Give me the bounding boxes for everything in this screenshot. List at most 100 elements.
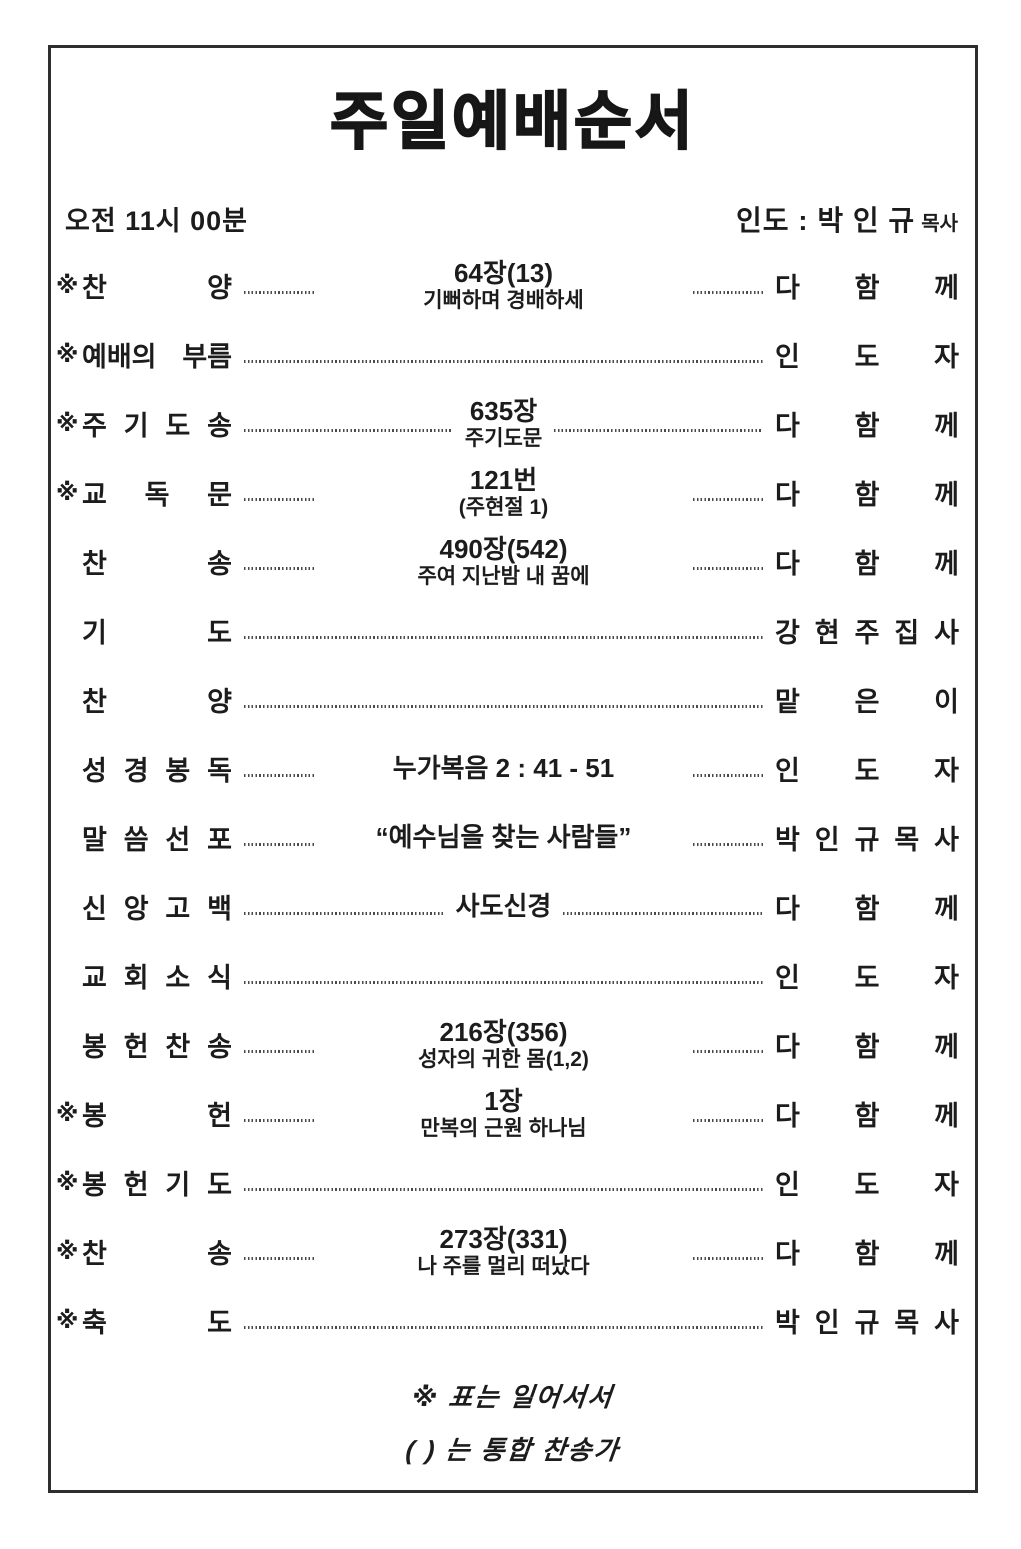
standing-mark: ※ (56, 1307, 79, 1334)
service-item-label: 교 독 문 (82, 480, 232, 511)
hymn-number: 216장(356) (439, 1017, 568, 1048)
standing-mark: ※ (56, 1100, 79, 1127)
dotted-leader (244, 1050, 314, 1054)
service-row: 봉 헌 찬 송 216장(356) 성자의 귀한 몸(1,2) 다 함 께 (51, 1010, 975, 1079)
service-row: 성 경 봉 독 누가복음 2 : 41 - 51 인 도 자 (51, 734, 975, 803)
dotted-leader (244, 912, 444, 916)
dotted-leader (244, 1188, 763, 1192)
dotted-leader (244, 498, 314, 502)
service-row: 기 도 강 현 주 집 사 (51, 596, 975, 665)
service-row: 찬 송 490장(542) 주여 지난밤 내 꿈에 다 함 께 (51, 527, 975, 596)
performer-label: 박 인 규 목 사 (775, 825, 959, 856)
hymn-title: (주현절 1) (458, 495, 549, 519)
service-row: ※ 예배의 부름 인 도 자 (51, 320, 975, 389)
service-row: 교 회 소 식 인 도 자 (51, 941, 975, 1010)
dotted-leader (244, 1119, 314, 1123)
service-row: ※ 봉 헌 1장 만복의 근원 하나님 다 함 께 (51, 1079, 975, 1148)
hymn-title: 만복의 근원 하나님 (420, 1116, 587, 1140)
performer-label: 박 인 규 목 사 (775, 1308, 959, 1339)
hymn-info: 635장 주기도문 (465, 396, 542, 451)
dotted-leader (244, 843, 314, 847)
service-item-label: 말 씀 선 포 (82, 825, 232, 856)
dotted-leader (244, 360, 763, 364)
dotted-leader (244, 774, 314, 778)
service-item-label: 신 앙 고 백 (82, 894, 232, 925)
hymn-info: 64장(13) 기뻐하며 경배하세 (326, 258, 681, 313)
dotted-leader (693, 567, 763, 571)
performer-label: 다 함 께 (775, 1032, 959, 1063)
service-rows: ※ 찬 양 64장(13) 기뻐하며 경배하세 다 함 께 ※ 예배의 부름 인… (51, 251, 975, 1355)
performer-label: 인 도 자 (775, 1170, 959, 1201)
service-item-label: 성 경 봉 독 (82, 756, 232, 787)
performer-label: 인 도 자 (775, 342, 959, 373)
service-row: ※ 교 독 문 121번 (주현절 1) 다 함 께 (51, 458, 975, 527)
dotted-leader (693, 774, 763, 778)
performer-label: 인 도 자 (775, 756, 959, 787)
hymn-info: 273장(331) 나 주를 멀리 떠났다 (326, 1224, 681, 1279)
bulletin-sheet: 주일예배순서 오전 11시 00분 인도 : 박 인 규 목사 ※ 찬 양 64장… (48, 45, 978, 1493)
dotted-leader (554, 429, 763, 433)
standing-mark: ※ (56, 272, 79, 299)
dotted-leader (244, 567, 314, 571)
hymn-title: 주여 지난밤 내 꿈에 (417, 564, 590, 588)
hymn-info: 1장 만복의 근원 하나님 (326, 1086, 681, 1141)
hymn-number: 누가복음 2 : 41 - 51 (392, 753, 615, 784)
service-item-label: 봉 헌 찬 송 (82, 1032, 232, 1063)
performer-label: 다 함 께 (775, 1101, 959, 1132)
dotted-leader (693, 291, 763, 295)
dotted-leader (244, 429, 453, 433)
service-leader-name: 인도 : 박 인 규 (735, 205, 916, 237)
service-item-label: 교 회 소 식 (82, 963, 232, 994)
dotted-leader (244, 1326, 763, 1330)
footer-note-standing: ※ 표는 일어서서 (410, 1382, 616, 1413)
service-leader-title: 목사 (921, 213, 958, 236)
dotted-leader (693, 1119, 763, 1123)
standing-mark: ※ (56, 341, 79, 368)
dotted-leader (244, 636, 763, 640)
dotted-leader (244, 981, 763, 985)
performer-label: 다 함 께 (775, 1239, 959, 1270)
dotted-leader (693, 1050, 763, 1054)
hymn-title: 나 주를 멀리 떠났다 (417, 1254, 590, 1278)
service-row: ※ 봉 헌 기 도 인 도 자 (51, 1148, 975, 1217)
footer-notes: ※ 표는 일어서서 ( ) 는 통합 찬송가 (51, 1377, 975, 1467)
standing-mark: ※ (56, 479, 79, 506)
service-row: ※ 축 도 박 인 규 목 사 (51, 1286, 975, 1355)
service-item-label: 찬 양 (82, 273, 232, 304)
page-title: 주일예배순서 (329, 86, 696, 158)
hymn-title: 주기도문 (464, 426, 543, 450)
performer-label: 강 현 주 집 사 (775, 618, 959, 649)
service-item-label: 봉 헌 기 도 (82, 1170, 232, 1201)
footer-note-hymnal: ( ) 는 통합 찬송가 (404, 1435, 622, 1466)
hymn-number: “예수님을 찾는 사람들” (375, 822, 632, 853)
service-item-label: 예배의 부름 (82, 342, 232, 373)
hymn-number: 64장(13) (453, 258, 554, 289)
hymn-title: 기뻐하며 경배하세 (423, 288, 584, 312)
hymn-info: 121번 (주현절 1) (326, 465, 681, 520)
performer-label: 다 함 께 (775, 273, 959, 304)
hymn-info: 사도신경 (456, 891, 552, 922)
service-row: 찬 양 맡 은 이 (51, 665, 975, 734)
performer-label: 다 함 께 (775, 894, 959, 925)
service-row: ※ 찬 송 273장(331) 나 주를 멀리 떠났다 다 함 께 (51, 1217, 975, 1286)
service-leader: 인도 : 박 인 규 목사 (736, 199, 958, 239)
dotted-leader (693, 1257, 763, 1261)
service-time: 오전 11시 00분 (65, 206, 248, 237)
service-item-label: 찬 양 (82, 687, 232, 718)
hymn-number: 121번 (469, 465, 538, 496)
hymn-number: 1장 (484, 1086, 523, 1117)
dotted-leader (693, 843, 763, 847)
hymn-title: 성자의 귀한 몸(1,2) (418, 1047, 589, 1071)
hymn-info: “예수님을 찾는 사람들” (326, 822, 681, 853)
service-header: 오전 11시 00분 인도 : 박 인 규 목사 (51, 199, 975, 239)
standing-mark: ※ (56, 1169, 79, 1196)
dotted-leader (693, 498, 763, 502)
service-row: 말 씀 선 포 “예수님을 찾는 사람들” 박 인 규 목 사 (51, 803, 975, 872)
service-item-label: 축 도 (82, 1308, 232, 1339)
standing-mark: ※ (56, 410, 79, 437)
hymn-number: 490장(542) (439, 534, 568, 565)
service-item-label: 봉 헌 (82, 1101, 232, 1132)
service-item-label: 기 도 (82, 618, 232, 649)
performer-label: 인 도 자 (775, 963, 959, 994)
performer-label: 맡 은 이 (775, 687, 959, 718)
